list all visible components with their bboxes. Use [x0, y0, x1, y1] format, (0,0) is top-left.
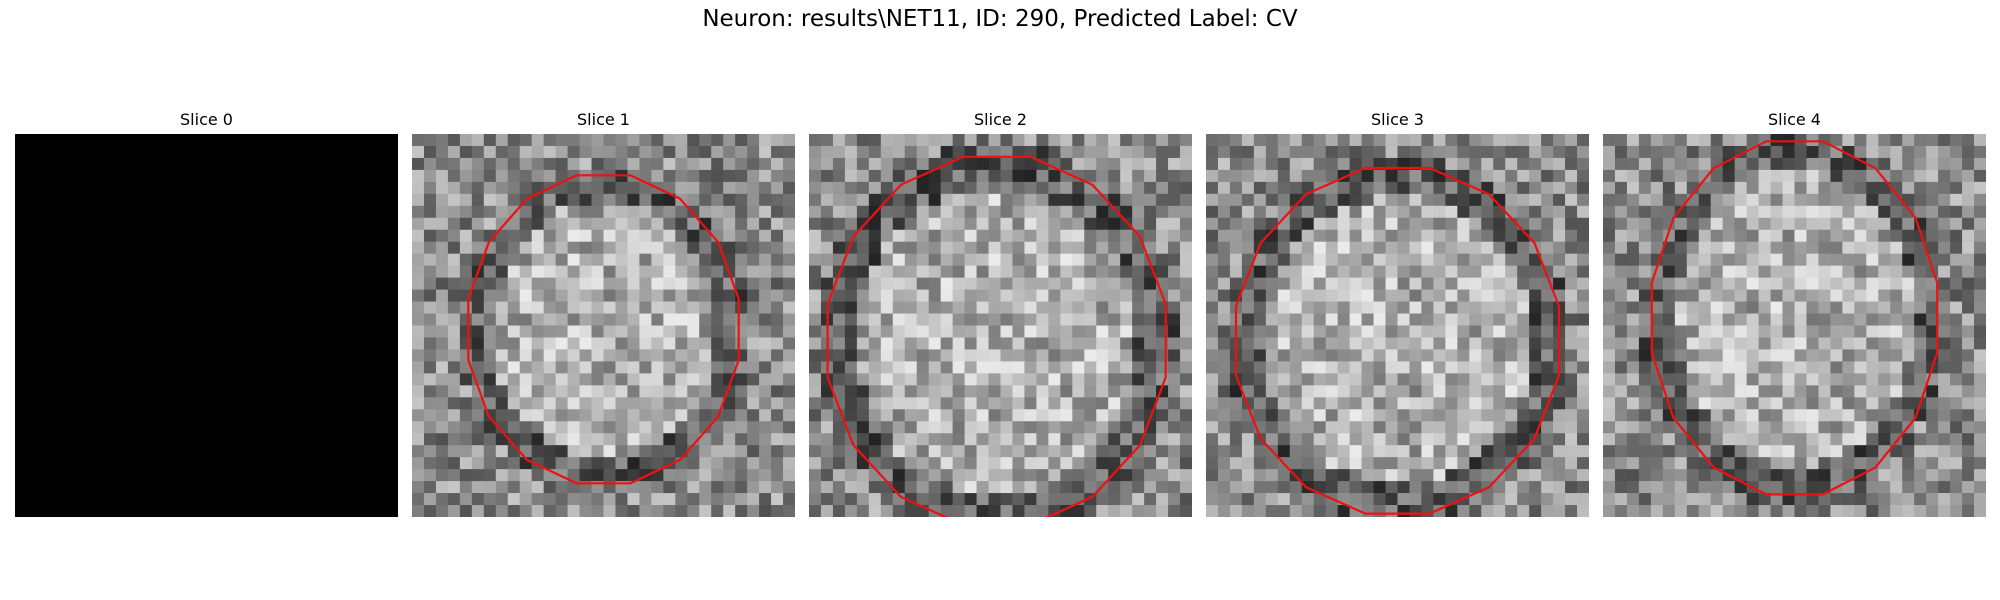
slice-svg	[412, 134, 795, 517]
figure-title: Neuron: results\NET11, ID: 290, Predicte…	[702, 6, 1298, 32]
slice-1-panel: Slice 1	[412, 110, 795, 517]
slice-3-panel: Slice 3	[1206, 110, 1589, 517]
slice-1-image	[412, 134, 795, 517]
pixel-grid	[809, 134, 1192, 517]
slice-4-panel: Slice 4	[1603, 110, 1986, 517]
slice-svg	[1603, 134, 1986, 517]
segmentation-contour	[1650, 140, 1939, 496]
slice-2-panel: Slice 2	[809, 110, 1192, 517]
slice-2-title: Slice 2	[974, 110, 1027, 129]
slice-svg	[1206, 134, 1589, 517]
slice-background	[15, 134, 398, 517]
segmentation-contour	[826, 155, 1167, 517]
slice-svg	[809, 134, 1192, 517]
pixel-grid	[1206, 134, 1589, 517]
slice-3-title: Slice 3	[1371, 110, 1424, 129]
segmentation-contour	[1234, 166, 1561, 515]
slice-3-image	[1206, 134, 1589, 517]
slice-4-title: Slice 4	[1768, 110, 1821, 129]
slice-0-panel: Slice 0	[15, 110, 398, 517]
slice-0-title: Slice 0	[180, 110, 233, 129]
pixel-grid	[1603, 134, 1986, 517]
pixel-grid	[412, 134, 795, 517]
slice-2-image	[809, 134, 1192, 517]
slice-1-title: Slice 1	[577, 110, 630, 129]
slice-4-image	[1603, 134, 1986, 517]
segmentation-contour	[467, 174, 740, 485]
slice-0-image	[15, 134, 398, 517]
slice-svg	[15, 134, 398, 517]
